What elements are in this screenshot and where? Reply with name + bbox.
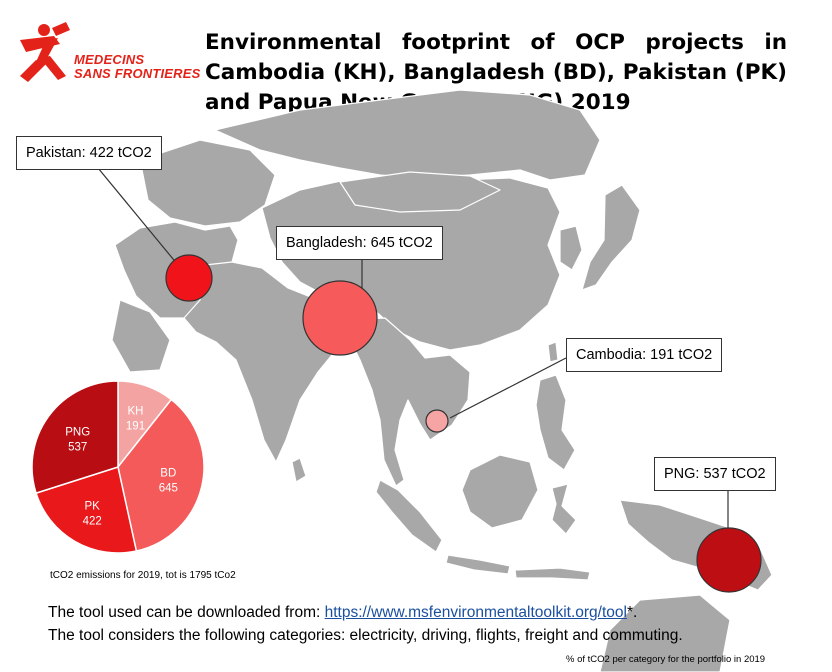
pie-slice-bd	[117, 398, 205, 552]
pie-value-kh: 191	[126, 421, 145, 433]
pie-label-bd: BD	[160, 468, 176, 480]
tool-suffix: *.	[626, 604, 638, 621]
emissions-pie-chart: KH 191 BD 645 PK 422 PNG 537	[31, 380, 205, 554]
bubble-pakistan	[165, 254, 213, 302]
tool-download-line: The tool used can be downloaded from: ht…	[48, 604, 637, 622]
tool-prefix: The tool used can be downloaded from:	[48, 604, 325, 621]
pie-note: tCO2 emissions for 2019, tot is 1795 tCo…	[50, 570, 236, 581]
pie-slice-pk	[35, 466, 138, 554]
bubble-png	[696, 527, 762, 593]
map-sulawesi	[551, 483, 577, 535]
map-mongolia	[339, 171, 501, 213]
callout-leaders	[97, 167, 729, 528]
pie-label-pk: PK	[85, 501, 101, 513]
map-korea	[559, 225, 583, 271]
map-land	[111, 89, 773, 672]
pie-slice-png	[31, 380, 119, 495]
pie-value-bd: 645	[159, 483, 178, 495]
map-sumatra	[375, 479, 443, 553]
map-borneo	[461, 454, 539, 529]
msf-logo: MEDECINS SANS FRONTIERES	[14, 18, 200, 88]
logo-line-1: MEDECINS	[74, 52, 145, 67]
footnote: % of tCO2 per category for the portfolio…	[566, 654, 766, 665]
bubble-bangladesh	[302, 280, 378, 356]
pie-value-pk: 422	[83, 516, 102, 528]
map-java	[445, 554, 511, 575]
map-russia	[214, 89, 601, 181]
map-indochina	[349, 317, 471, 487]
callout-cambodia: Cambodia: 191 tCO2	[566, 338, 723, 372]
bubbles	[165, 254, 762, 593]
map-sri-lanka	[291, 457, 307, 483]
bubble-cambodia	[425, 409, 449, 433]
map-australia	[599, 594, 731, 672]
map-lesser-sunda	[514, 567, 591, 581]
map-arabia-region	[111, 299, 171, 373]
tool-categories-line: The tool considers the following categor…	[48, 627, 683, 644]
map-japan	[581, 184, 641, 291]
leader-cambodia	[449, 357, 567, 419]
pie-label-png: PNG	[65, 427, 90, 439]
logo-line-2: SANS FRONTIERES	[74, 66, 201, 81]
callout-bangladesh: Bangladesh: 645 tCO2	[276, 226, 443, 260]
map-central-asia	[139, 139, 276, 227]
pie-value-png: 537	[68, 442, 87, 454]
callout-png: PNG: 537 tCO2	[654, 457, 776, 491]
leader-pakistan	[97, 167, 179, 266]
map-philippines	[535, 374, 576, 471]
tool-link[interactable]: https://www.msfenvironmentaltoolkit.org/…	[324, 604, 627, 621]
msf-running-man-icon	[20, 22, 70, 82]
map-taiwan	[547, 341, 559, 363]
pie-label-kh: KH	[128, 406, 144, 418]
callout-pakistan: Pakistan: 422 tCO2	[16, 136, 162, 170]
